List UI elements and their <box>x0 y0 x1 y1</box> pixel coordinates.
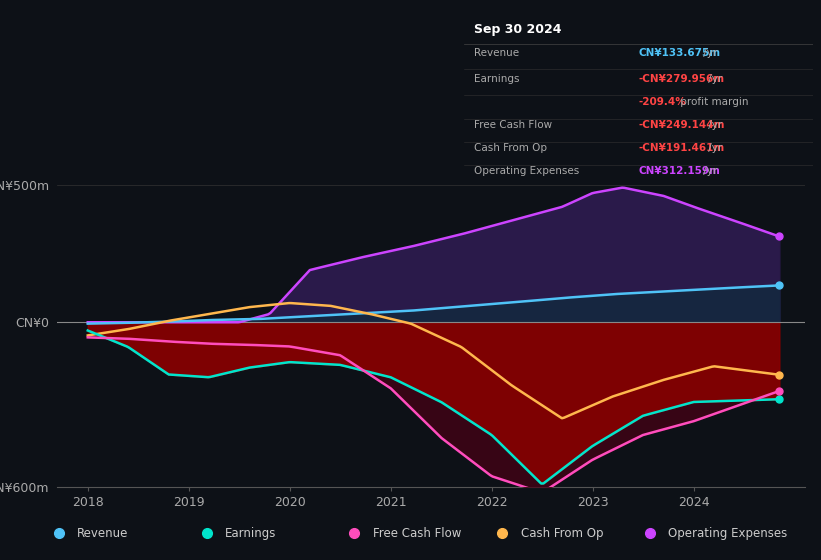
Text: /yr: /yr <box>699 166 717 176</box>
Text: Revenue: Revenue <box>475 48 520 58</box>
Text: profit margin: profit margin <box>677 97 749 107</box>
Text: Free Cash Flow: Free Cash Flow <box>373 527 461 540</box>
Text: -CN¥249.144m: -CN¥249.144m <box>639 120 725 130</box>
Text: Operating Expenses: Operating Expenses <box>668 527 787 540</box>
Text: /yr: /yr <box>699 48 717 58</box>
Text: Cash From Op: Cash From Op <box>521 527 603 540</box>
Text: /yr: /yr <box>705 143 722 153</box>
Text: Operating Expenses: Operating Expenses <box>475 166 580 176</box>
Text: Cash From Op: Cash From Op <box>475 143 548 153</box>
Text: -209.4%: -209.4% <box>639 97 686 107</box>
Text: CN¥133.675m: CN¥133.675m <box>639 48 721 58</box>
Text: -CN¥279.956m: -CN¥279.956m <box>639 74 724 84</box>
Text: Free Cash Flow: Free Cash Flow <box>475 120 553 130</box>
Text: /yr: /yr <box>705 74 722 84</box>
Text: Sep 30 2024: Sep 30 2024 <box>475 23 562 36</box>
Text: Earnings: Earnings <box>225 527 277 540</box>
Text: Revenue: Revenue <box>77 527 129 540</box>
Text: /yr: /yr <box>705 120 722 130</box>
Text: CN¥312.159m: CN¥312.159m <box>639 166 720 176</box>
Text: -CN¥191.461m: -CN¥191.461m <box>639 143 725 153</box>
Text: Earnings: Earnings <box>475 74 520 84</box>
